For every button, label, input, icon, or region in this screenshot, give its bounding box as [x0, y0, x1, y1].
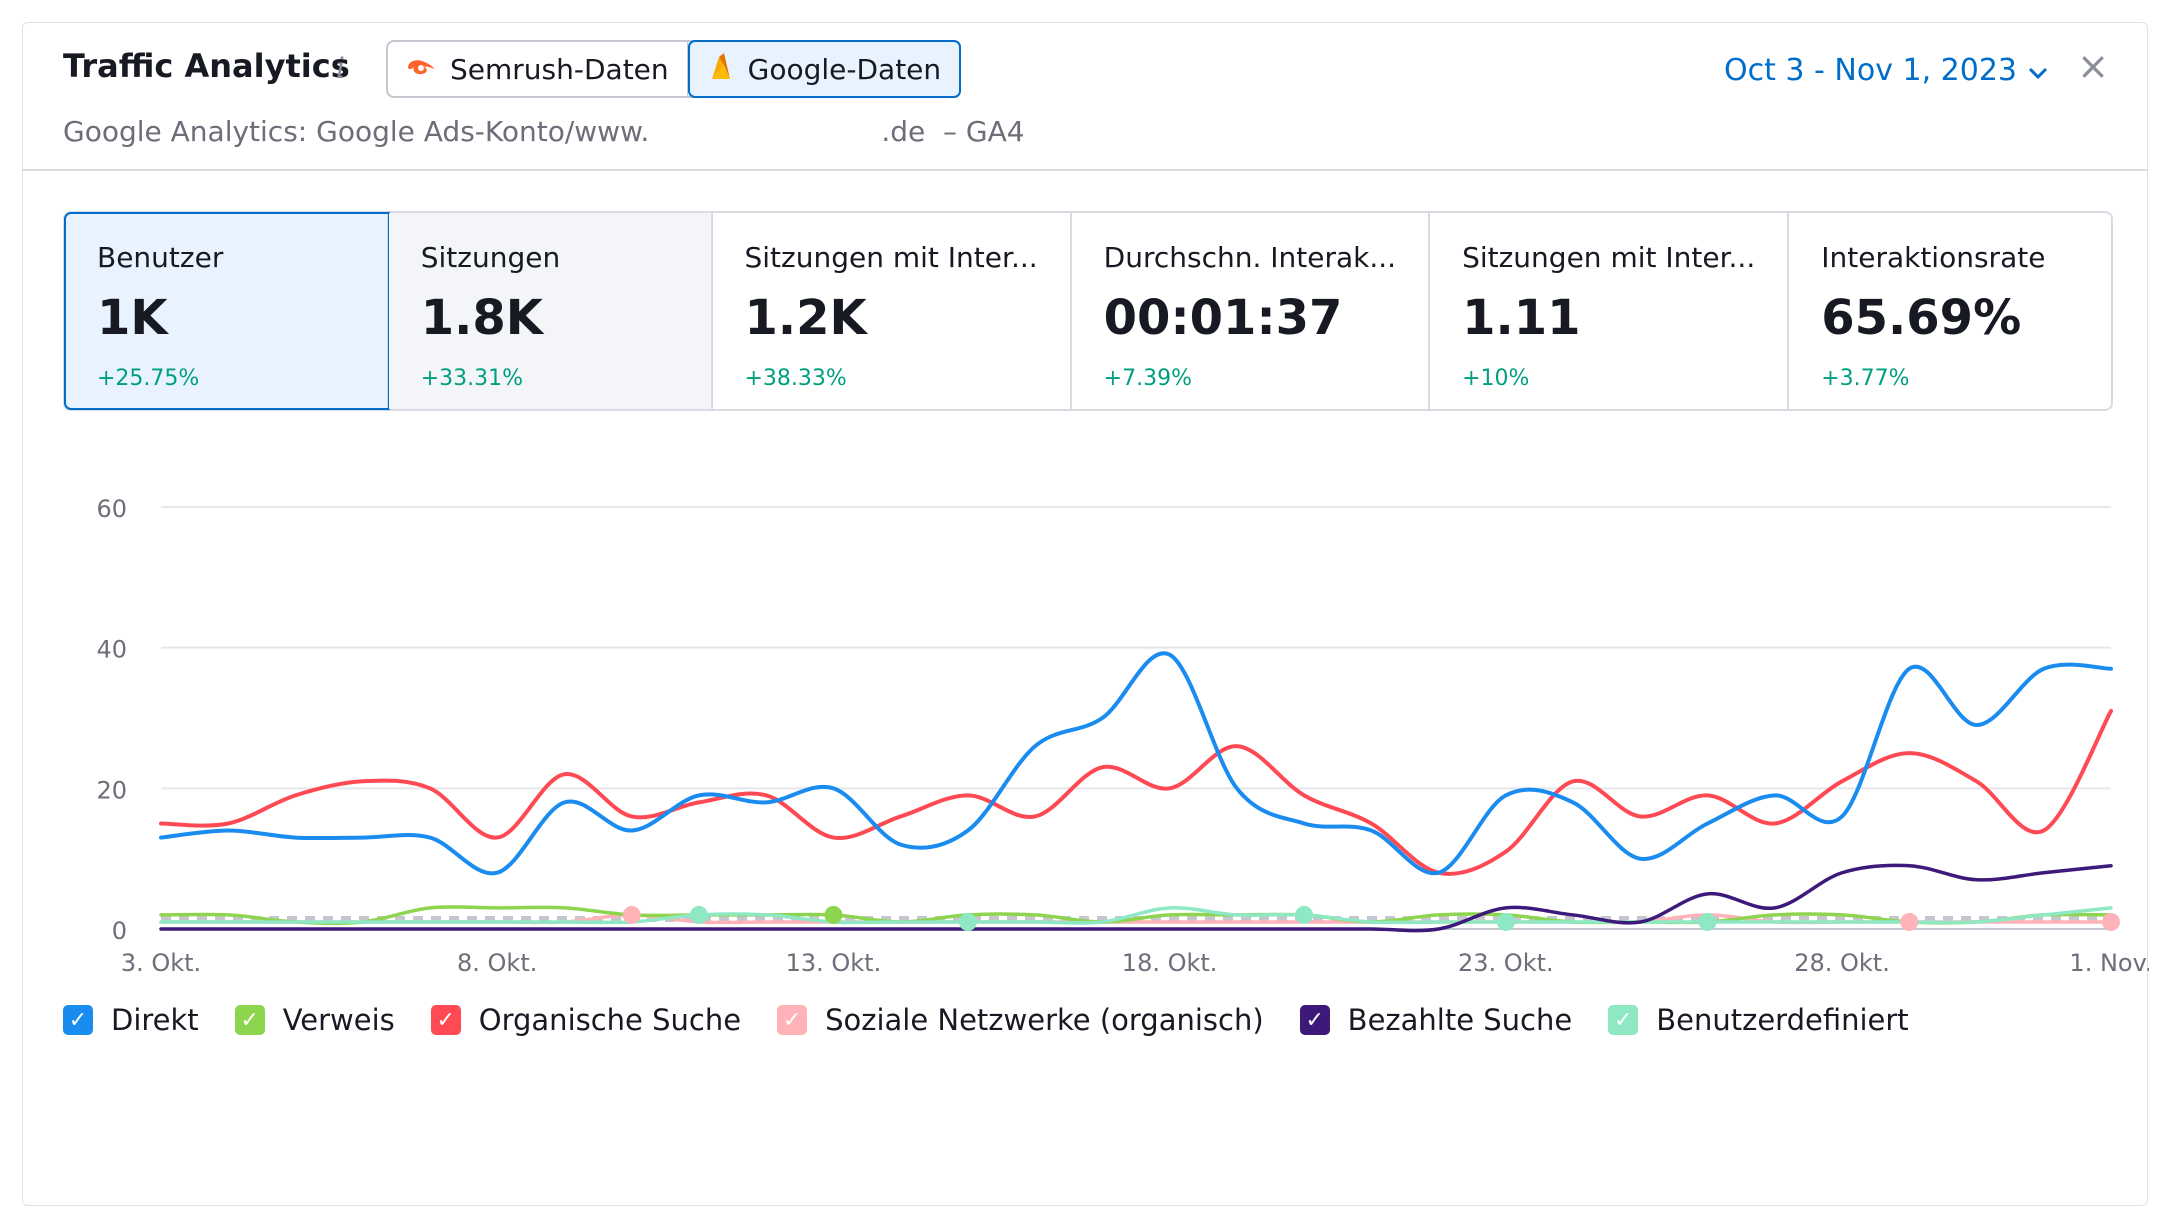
legend-label: Verweis: [282, 1003, 395, 1037]
chart-legend: ✓ Direkt ✓ Verweis ✓ Organische Suche ✓ Soziale…: [63, 1003, 1909, 1037]
y-tick-label: 20: [96, 776, 127, 804]
widget-title: Traffic Analytics: [63, 47, 350, 85]
data-point: [689, 905, 708, 924]
date-range-picker[interactable]: Oct 3 - Nov 1, 2023: [1724, 53, 2049, 88]
ga-property-suffix: .de – GA4: [881, 115, 1025, 148]
data-point: [1295, 905, 1314, 924]
metric-value: 1K: [97, 290, 168, 346]
y-tick-label: 0: [112, 917, 127, 945]
data-point: [2102, 912, 2120, 931]
series-line-organische-suche: [159, 708, 2113, 876]
data-point: [824, 905, 843, 924]
legend-item[interactable]: ✓ Verweis: [234, 1003, 395, 1037]
legend-item[interactable]: ✓ Soziale Netzwerke (organisch): [777, 1003, 1264, 1037]
y-tick-label: 60: [96, 495, 127, 523]
metric-label: Sitzungen mit Inter...: [1462, 241, 1756, 274]
chevron-down-icon: [2027, 53, 2049, 88]
legend-label: Benutzerdefiniert: [1656, 1003, 1909, 1037]
legend-label: Organische Suche: [478, 1003, 742, 1037]
metric-card-users[interactable]: Benutzer 1K +25.75%: [64, 212, 390, 410]
x-tick-label: 3. Okt.: [121, 949, 201, 977]
google-analytics-icon: [708, 51, 734, 88]
traffic-analytics-widget: Traffic Analytics i Semrush-Daten: [22, 22, 2149, 1206]
metric-card-sessions[interactable]: Sitzungen 1.8K +33.31%: [388, 213, 713, 409]
semrush-data-button[interactable]: Semrush-Daten: [388, 42, 688, 96]
metric-label: Sitzungen: [420, 241, 561, 274]
x-tick-label: 23. Okt.: [1458, 949, 1554, 977]
metric-delta: +10%: [1462, 366, 1530, 391]
legend-item[interactable]: ✓ Bezahlte Suche: [1299, 1003, 1573, 1037]
metric-label: Benutzer: [97, 241, 224, 274]
metric-label: Durchschn. Interak...: [1103, 241, 1397, 274]
checkbox-checked-icon[interactable]: ✓: [234, 1005, 265, 1035]
metric-card-engagement-rate[interactable]: Interaktionsrate 65.69% +3.77%: [1789, 213, 2111, 409]
checkbox-checked-icon[interactable]: ✓: [1299, 1005, 1330, 1035]
series-line-benutzerdefiniert: [159, 906, 2113, 925]
metric-value: 00:01:37: [1103, 290, 1343, 346]
x-tick-label: 18. Okt.: [1122, 949, 1218, 977]
traffic-line-chart[interactable]: 0 20 40 60 3. Okt. 8. Okt. 13. Okt. 18. Okt. 23.…: [23, 443, 2149, 983]
data-point: [1698, 912, 1717, 931]
metric-delta: +7.39%: [1103, 366, 1192, 391]
metric-value: 1.2K: [744, 290, 867, 346]
x-tick-label: 13. Okt.: [786, 949, 882, 977]
metric-delta: +25.75%: [97, 366, 200, 391]
series-line-direkt: [159, 651, 2113, 876]
data-point: [1900, 912, 1919, 931]
semrush-icon: [406, 53, 436, 86]
metric-card-engaged-sessions[interactable]: Sitzungen mit Inter... 1.2K +38.33%: [713, 213, 1072, 409]
data-point: [1496, 912, 1515, 931]
metric-card-avg-engagement-time[interactable]: Durchschn. Interak... 00:01:37 +7.39%: [1072, 213, 1431, 409]
metric-delta: +33.31%: [420, 366, 524, 391]
google-data-button[interactable]: Google-Daten: [687, 40, 962, 98]
x-tick-label: 1. Nov.: [2069, 949, 2149, 977]
series-line-bezahlte-suche: [159, 863, 2113, 933]
close-icon[interactable]: ×: [2077, 44, 2109, 88]
series-line-verweis: [159, 905, 2113, 926]
ga-property-subtitle: Google Analytics: Google Ads-Konto/www..…: [63, 115, 1025, 148]
metrics-row: Benutzer 1K +25.75% Sitzungen 1.8K +33.3…: [63, 211, 2113, 411]
legend-item[interactable]: ✓ Direkt: [63, 1003, 199, 1037]
legend-item[interactable]: ✓ Organische Suche: [430, 1003, 742, 1037]
legend-item[interactable]: ✓ Benutzerdefiniert: [1608, 1003, 1909, 1037]
checkbox-checked-icon[interactable]: ✓: [777, 1005, 808, 1035]
legend-label: Bezahlte Suche: [1347, 1003, 1573, 1037]
metric-value: 1.8K: [420, 290, 543, 346]
legend-label: Soziale Netzwerke (organisch): [825, 1003, 1264, 1037]
google-data-label: Google-Daten: [747, 52, 942, 86]
checkbox-checked-icon[interactable]: ✓: [63, 1005, 93, 1035]
data-source-toggle: Semrush-Daten Google-Daten: [386, 40, 962, 98]
x-tick-label: 28. Okt.: [1794, 949, 1890, 977]
semrush-data-label: Semrush-Daten: [450, 52, 669, 86]
legend-label: Direkt: [111, 1003, 199, 1037]
checkbox-checked-icon[interactable]: ✓: [1608, 1005, 1639, 1035]
metric-delta: +38.33%: [744, 366, 847, 391]
metric-value: 65.69%: [1821, 290, 2022, 346]
checkbox-checked-icon[interactable]: ✓: [430, 1005, 461, 1035]
date-range-label: Oct 3 - Nov 1, 2023: [1724, 53, 2017, 88]
x-tick-label: 8. Okt.: [457, 949, 537, 977]
widget-header: Traffic Analytics i Semrush-Daten: [23, 23, 2147, 171]
metric-card-engaged-sessions-per-user[interactable]: Sitzungen mit Inter... 1.11 +10%: [1430, 213, 1790, 409]
data-point: [958, 912, 977, 931]
info-icon[interactable]: i: [336, 51, 345, 84]
data-point: [622, 905, 641, 924]
metric-label: Interaktionsrate: [1821, 241, 2046, 274]
metric-label: Sitzungen mit Inter...: [744, 241, 1038, 274]
metric-delta: +3.77%: [1821, 366, 1910, 391]
y-tick-label: 40: [96, 636, 127, 664]
metric-value: 1.11: [1462, 290, 1581, 346]
ga-property-prefix: Google Analytics: Google Ads-Konto/www.: [63, 115, 650, 148]
